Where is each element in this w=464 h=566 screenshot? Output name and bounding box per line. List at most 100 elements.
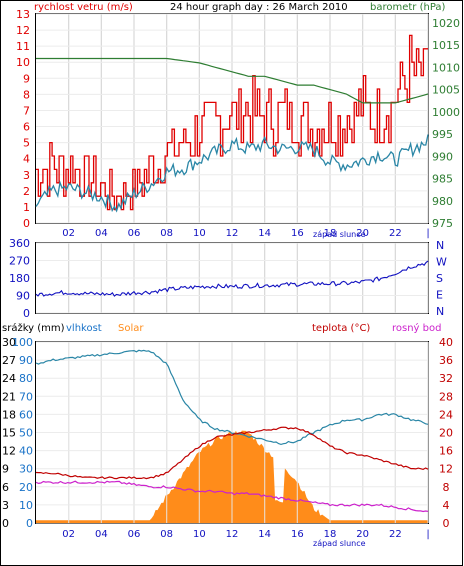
rain-tick-label: 21 (2, 390, 16, 403)
rain-tick-label: 18 (2, 408, 16, 421)
temperature-legend: teplota (°C) (312, 323, 370, 334)
humidity-tick-label: 0 (26, 517, 33, 530)
rain-tick-label: 3 (2, 499, 9, 512)
hour-tick-label: 10 (193, 228, 206, 239)
wind-tick-label: 12 (16, 24, 30, 37)
hour-tick-label: 20 (356, 228, 369, 239)
wind-tick-label: 13 (16, 8, 30, 21)
temperature-tick-label: 0 (443, 517, 450, 530)
temperature-tick-label: 4 (443, 499, 450, 512)
humidity-series (35, 349, 429, 446)
temperature-tick-label: 40 (439, 336, 453, 349)
chart-title: 24 hour graph day : 26 March 2010 (170, 2, 348, 13)
rain-tick-label: 27 (2, 354, 16, 367)
hour-tick-label-bottom: 22 (389, 529, 402, 540)
wind-average-series (35, 134, 429, 213)
hour-tick-label: 18 (324, 228, 337, 239)
temperature-tick-label: 24 (439, 408, 453, 421)
hour-tick-label: 06 (128, 228, 141, 239)
hour-tick-label-bottom: 14 (258, 529, 271, 540)
compass-label: E (436, 289, 443, 302)
humidity-tick-label: 80 (19, 372, 33, 385)
hour-tick-label-bottom: 06 (128, 529, 141, 540)
pressure-tick-label: 985 (432, 173, 453, 186)
wind-tick-label: 5 (23, 137, 30, 150)
temperature-tick-label: 36 (439, 354, 453, 367)
rain-tick-label: 15 (2, 427, 16, 440)
pressure-tick-label: 995 (432, 128, 453, 141)
hour-tick-label: 14 (258, 228, 271, 239)
pressure-tick-label: 1015 (432, 39, 460, 52)
wind-tick-label: 0 (23, 217, 30, 230)
wind-tick-label: 10 (16, 56, 30, 69)
hour-tick-label: | (426, 228, 429, 239)
rain-tick-label: 24 (2, 372, 16, 385)
hour-tick-label: 02 (62, 228, 75, 239)
direction-tick-label: 0 (23, 307, 30, 320)
humidity-tick-label: 90 (19, 354, 33, 367)
compass-label: S (436, 272, 443, 285)
wind-gust-series (36, 34, 428, 211)
humidity-tick-label: 60 (19, 408, 33, 421)
humidity-tick-label: 10 (19, 499, 33, 512)
pressure-axis-label: barometr (hPa) (370, 2, 446, 13)
hour-tick-label-bottom: 20 (356, 529, 369, 540)
temperature-panel-marks: 0369121518212427300102030405060708090100… (2, 336, 453, 540)
pressure-tick-label: 1005 (432, 84, 460, 97)
wind-tick-label: 8 (23, 88, 30, 101)
hour-tick-label: 12 (226, 228, 239, 239)
compass-label: W (436, 256, 447, 269)
direction-tick-label: 360 (9, 237, 30, 250)
rain-tick-label: 12 (2, 445, 16, 458)
pressure-series (36, 57, 429, 104)
wind-tick-label: 11 (16, 40, 30, 53)
hour-tick-label-bottom: | (426, 529, 429, 540)
compass-label: N (436, 305, 444, 318)
dewpoint-legend: rosný bod (392, 322, 441, 334)
humidity-tick-label: 40 (19, 445, 33, 458)
humidity-tick-label: 50 (19, 427, 33, 440)
dewpoint-series (35, 480, 429, 513)
wind-tick-label: 2 (23, 185, 30, 198)
direction-tick-label: 90 (16, 290, 30, 303)
hour-tick-label-bottom: 12 (226, 529, 239, 540)
pressure-tick-label: 1000 (432, 106, 460, 119)
humidity-tick-label: 100 (12, 336, 33, 349)
humidity-legend: vlhkost (66, 323, 102, 334)
wind-tick-label: 7 (23, 104, 30, 117)
direction-tick-label: 180 (9, 272, 30, 285)
temperature-tick-label: 20 (439, 427, 453, 440)
hour-tick-label-bottom: 04 (95, 529, 108, 540)
pressure-tick-label: 980 (432, 195, 453, 208)
rain-tick-label: 9 (2, 463, 9, 476)
sunset-label-1: západ slunce (313, 230, 366, 239)
wind-tick-label: 6 (23, 121, 30, 134)
wind-axis-label: rychlost vetru (m/s) (34, 2, 133, 13)
sunset-label-2: západ slunce (313, 539, 366, 548)
solar-legend: Solar (118, 323, 144, 334)
hour-tick-label: 16 (291, 228, 304, 239)
temperature-tick-label: 16 (439, 445, 453, 458)
pressure-tick-label: 975 (432, 217, 453, 230)
humidity-tick-label: 20 (19, 481, 33, 494)
temperature-tick-label: 28 (439, 390, 453, 403)
wind-panel-marks: 0123456789101112139759809859909951000100… (16, 8, 460, 239)
wind-tick-label: 4 (23, 153, 30, 166)
wind-direction-series (35, 260, 429, 297)
hour-tick-label: 04 (95, 228, 108, 239)
humidity-tick-label: 70 (19, 390, 33, 403)
pressure-tick-label: 1020 (432, 17, 460, 30)
hour-tick-label: 08 (160, 228, 173, 239)
rain-tick-label: 6 (2, 481, 9, 494)
hour-tick-label: 22 (389, 228, 402, 239)
compass-label: N (436, 239, 444, 252)
pressure-tick-label: 990 (432, 150, 453, 163)
wind-tick-label: 9 (23, 72, 30, 85)
rain-tick-label: 0 (2, 517, 9, 530)
wind-tick-label: 3 (23, 169, 30, 182)
hour-tick-label-bottom: 18 (324, 529, 337, 540)
humidity-tick-label: 30 (19, 463, 33, 476)
